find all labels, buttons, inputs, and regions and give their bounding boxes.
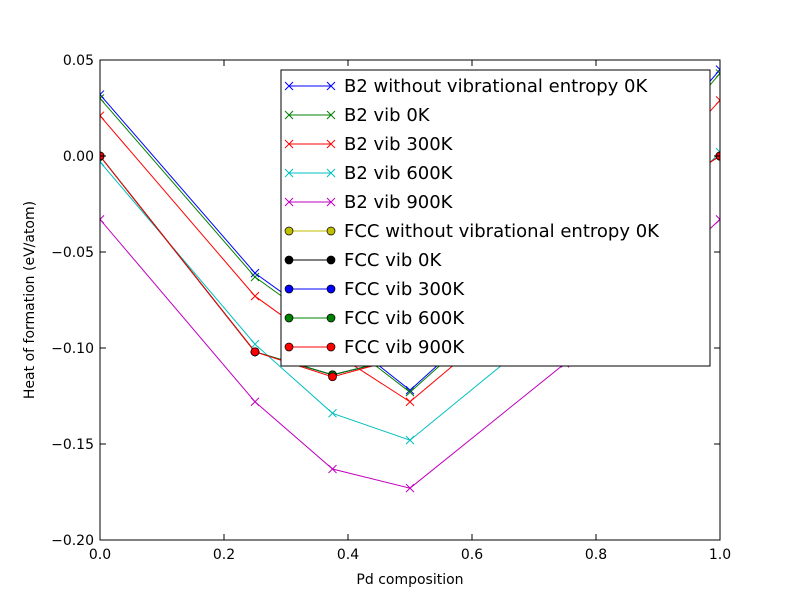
legend: B2 without vibrational entropy 0K B2 vib … bbox=[280, 69, 711, 367]
x-tick-label: 1.0 bbox=[709, 547, 731, 563]
legend-label: FCC without vibrational entropy 0K bbox=[344, 221, 660, 242]
x-axis-label: Pd composition bbox=[356, 572, 463, 588]
legend-marker bbox=[326, 110, 336, 120]
legend-marker bbox=[326, 139, 336, 149]
y-axis-label: Heat of formation (eV/atom) bbox=[22, 201, 38, 399]
y-tick-label: −0.20 bbox=[51, 533, 94, 549]
data-point bbox=[715, 215, 720, 224]
data-point bbox=[328, 408, 337, 418]
data-point bbox=[715, 69, 720, 78]
legend-marker bbox=[284, 226, 294, 236]
legend-label: B2 without vibrational entropy 0K bbox=[344, 76, 648, 97]
legend-marker bbox=[284, 81, 294, 91]
legend-marker bbox=[326, 342, 336, 352]
legend-marker bbox=[284, 197, 294, 207]
legend-label: B2 vib 900K bbox=[344, 192, 454, 213]
y-tick-label: 0.00 bbox=[63, 149, 94, 165]
legend-box bbox=[280, 69, 711, 367]
x-tick-label: 0.2 bbox=[213, 547, 235, 563]
legend-marker bbox=[326, 197, 336, 207]
legend-entry: FCC vib 900K bbox=[284, 337, 465, 358]
axes-frame bbox=[99, 59, 721, 541]
legend-label: B2 vib 300K bbox=[344, 134, 454, 155]
legend-marker bbox=[284, 168, 294, 178]
legend-entry: B2 vib 900K bbox=[284, 192, 454, 213]
x-tick-label: 0.8 bbox=[585, 547, 607, 563]
legend-marker bbox=[326, 81, 336, 91]
data-point bbox=[405, 387, 415, 397]
legend-label: FCC vib 600K bbox=[344, 308, 465, 329]
legend-entry: FCC vib 300K bbox=[284, 279, 465, 300]
legend-entry: B2 vib 600K bbox=[284, 163, 454, 184]
legend-marker bbox=[284, 313, 294, 323]
legend-marker bbox=[326, 168, 336, 178]
legend-entry: B2 vib 0K bbox=[284, 105, 431, 126]
legend-marker bbox=[284, 255, 294, 265]
data-point bbox=[405, 385, 415, 395]
y-tick-label: −0.05 bbox=[51, 245, 94, 261]
y-tick-label: −0.10 bbox=[51, 341, 94, 357]
x-tick-label: 0.0 bbox=[89, 547, 111, 563]
data-point bbox=[100, 215, 105, 224]
data-point bbox=[100, 111, 105, 121]
legend-entry: B2 vib 300K bbox=[284, 134, 454, 155]
data-point bbox=[405, 397, 415, 407]
data-point bbox=[250, 397, 260, 407]
legend-marker bbox=[284, 110, 294, 120]
data-point bbox=[715, 65, 720, 74]
x-tick-label: 0.6 bbox=[461, 547, 483, 563]
legend-label: FCC vib 300K bbox=[344, 279, 465, 300]
legend-entry: FCC without vibrational entropy 0K bbox=[284, 221, 660, 242]
data-point bbox=[250, 268, 260, 278]
legend-entry: FCC vib 0K bbox=[284, 250, 442, 271]
ticks-layer: 0.0 0.2 0.4 0.6 0.8 1.0 0.05 0.00 −0.05 −0.10 −0.1… bbox=[51, 53, 731, 563]
y-tick-label: 0.05 bbox=[63, 53, 94, 69]
data-point bbox=[250, 347, 260, 357]
data-point bbox=[100, 94, 105, 103]
legend-marker bbox=[284, 139, 294, 149]
x-tick-label: 0.4 bbox=[337, 547, 359, 563]
legend-marker bbox=[326, 226, 336, 236]
legend-marker bbox=[326, 284, 336, 294]
legend-label: B2 vib 0K bbox=[344, 105, 431, 126]
legend-label: FCC vib 900K bbox=[344, 337, 465, 358]
data-point bbox=[328, 372, 337, 382]
legend-marker bbox=[284, 342, 294, 352]
data-point bbox=[250, 291, 260, 301]
legend-marker bbox=[326, 255, 336, 265]
data-point bbox=[715, 95, 720, 105]
data-point bbox=[405, 483, 415, 493]
data-point bbox=[405, 435, 415, 445]
legend-marker bbox=[326, 313, 336, 323]
data-point bbox=[328, 464, 337, 474]
data-point bbox=[250, 272, 260, 282]
legend-entry: B2 without vibrational entropy 0K bbox=[284, 76, 648, 97]
legend-label: FCC vib 0K bbox=[344, 250, 442, 271]
data-point bbox=[250, 339, 260, 349]
data-point bbox=[100, 90, 105, 99]
y-tick-label: −0.15 bbox=[51, 437, 94, 453]
legend-label: B2 vib 600K bbox=[344, 163, 454, 184]
legend-marker bbox=[284, 284, 294, 294]
legend-entry: FCC vib 600K bbox=[284, 308, 465, 329]
